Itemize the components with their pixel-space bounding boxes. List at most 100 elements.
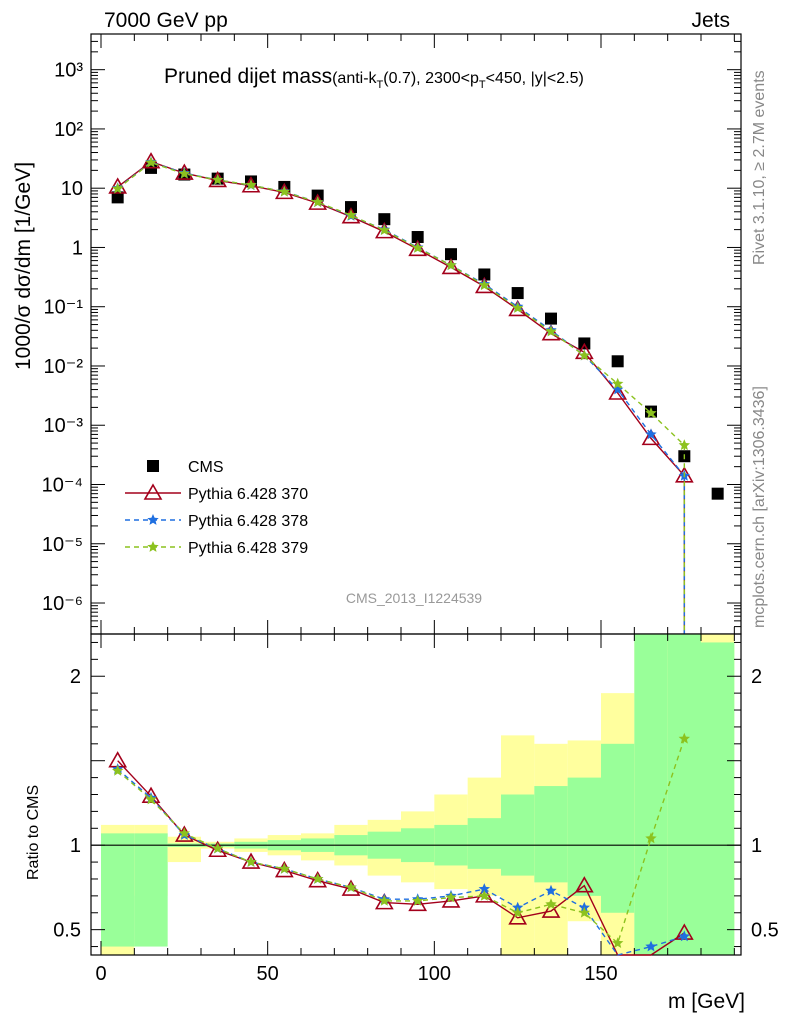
ratio-point-2 [378, 894, 390, 906]
data-point-3 [512, 302, 524, 313]
ratio-point-2 [545, 898, 557, 910]
data-point-0 [545, 312, 557, 325]
data-point-3 [278, 185, 290, 197]
x-tick-label: 0 [95, 963, 106, 985]
y-tick-label: 10² [54, 119, 83, 141]
legend-label: Pythia 6.428 370 [188, 486, 308, 503]
data-point-3 [478, 279, 490, 291]
data-point-1 [641, 428, 661, 446]
data-point-3 [378, 224, 390, 236]
ratio-y-tick-label: 0.5 [751, 920, 779, 942]
data-point-0 [611, 355, 624, 368]
data-point-3 [412, 242, 424, 253]
y-tick-label: 10⁻⁶ [42, 593, 83, 615]
ratio-point-1 [545, 884, 557, 896]
data-point-1 [441, 257, 461, 275]
ratio-point-2 [412, 894, 424, 906]
data-point-3 [578, 349, 590, 361]
data-point-1 [308, 193, 328, 210]
ratio-band-green [701, 642, 735, 955]
ratio-point-2 [478, 889, 490, 901]
legend-marker [147, 514, 159, 525]
ratio-point-2 [645, 832, 657, 844]
ratio-band-green [101, 833, 135, 947]
ratio-point-0 [541, 901, 561, 918]
data-point-1 [374, 222, 394, 239]
data-point-3 [312, 196, 324, 208]
series-line-3 [117, 161, 685, 446]
data-point-0 [445, 248, 457, 261]
y-tick-label: 10⁻² [44, 356, 84, 378]
ratio-point-2 [312, 873, 324, 884]
data-point-1 [474, 276, 494, 294]
data-point-1 [608, 383, 628, 400]
data-point-1 [508, 299, 528, 317]
legend-label: Pythia 6.428 378 [188, 513, 308, 530]
ratio-y-tick-label: 2 [70, 666, 81, 688]
ratio-y-tick-label: 1 [70, 835, 81, 857]
ratio-point-2 [112, 764, 124, 776]
main-panel: 10⁻⁶ 10⁻⁵ 10⁻⁴ 10⁻³ 10⁻² 10⁻¹ 1 10 10² 10³ CMS Pyth… [42, 33, 742, 635]
y-tick-label: 10⁻³ [44, 415, 84, 437]
ratio-point-2 [178, 827, 190, 839]
analysis-id-label: CMS_2013_I1224539 [346, 590, 482, 606]
data-point-2 [612, 383, 624, 395]
ratio-band-green [534, 786, 568, 883]
data-point-3 [245, 179, 257, 190]
data-point-2 [645, 428, 657, 440]
ratio-point-2 [278, 862, 290, 874]
ratio-point-0 [208, 840, 228, 858]
ratio-y-tick-label: 2 [751, 666, 762, 688]
data-point-3 [678, 439, 690, 451]
y-tick-label: 10⁻⁵ [42, 534, 83, 556]
ratio-point-1 [645, 940, 657, 952]
data-point-1 [408, 239, 428, 257]
data-point-3 [445, 259, 457, 271]
y-tick-label: 10³ [54, 60, 83, 82]
y-tick-label: 1 [72, 237, 83, 259]
ratio-point-0 [374, 893, 394, 910]
legend-label: Pythia 6.428 379 [188, 540, 308, 557]
data-point-1 [574, 342, 594, 360]
ratio-point-1 [678, 930, 690, 942]
x-tick-label: 100 [418, 963, 451, 985]
ratio-band-green [601, 743, 635, 913]
plot-title: Pruned dijet mass(anti-kT(0.7), 2300<pT<… [164, 65, 584, 91]
data-point-0 [378, 213, 391, 226]
legend-marker [147, 460, 159, 472]
ratio-panel: 0 50 100 150 0.5 0.5 1 1 2 2 [53, 633, 779, 985]
ratio-point-2 [678, 732, 690, 744]
ratio-y-tick-label: 0.5 [53, 920, 81, 942]
data-point-0 [411, 231, 424, 244]
data-point-0 [478, 268, 491, 281]
data-point-3 [612, 377, 624, 389]
legend-label: CMS [188, 459, 224, 476]
ratio-band-green [134, 833, 168, 947]
rivet-label: Rivet 3.1.10, ≥ 2.7M events [751, 70, 768, 265]
data-point-3 [145, 156, 157, 168]
ratio-line-2 [117, 738, 685, 945]
ratio-point-2 [345, 881, 357, 893]
ratio-band-green [501, 794, 535, 876]
series-line-1 [117, 160, 685, 477]
ratio-point-2 [512, 906, 524, 918]
ratio-point-2 [578, 906, 590, 918]
ratio-point-0 [574, 876, 594, 893]
main-y-axis-label: 1000/σ dσ/dm [1/GeV] [12, 162, 35, 370]
data-point-3 [178, 167, 190, 179]
legend-marker [147, 541, 159, 552]
ratio-point-2 [145, 793, 157, 805]
y-tick-label: 10⁻¹ [44, 297, 84, 319]
legend-marker [143, 483, 163, 500]
ratio-point-2 [245, 856, 257, 867]
ratio-point-2 [612, 937, 624, 948]
mcplots-label: mcplots.cern.ch [arXiv:1306.3436] [751, 386, 768, 628]
energy-label: 7000 GeV pp [104, 9, 228, 32]
ratio-point-0 [441, 891, 461, 908]
y-tick-label: 10⁻⁴ [42, 474, 83, 496]
ratio-point-1 [478, 883, 490, 894]
ratio-y-tick-label: 1 [751, 835, 762, 857]
x-tick-label: 50 [257, 963, 279, 985]
data-point-0 [345, 201, 357, 214]
